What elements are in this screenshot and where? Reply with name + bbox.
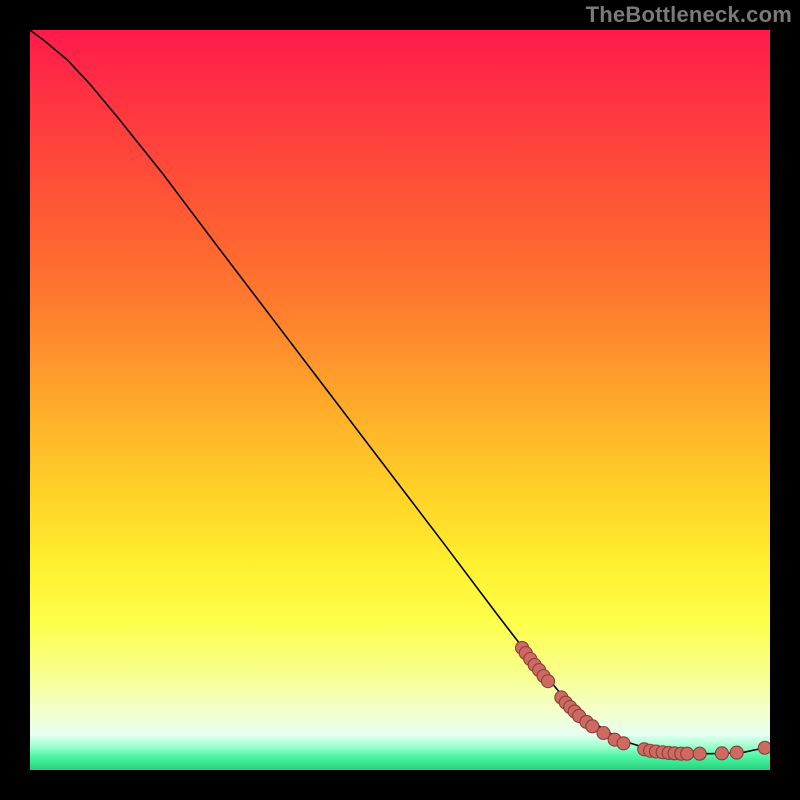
chart-overlay <box>30 30 770 770</box>
chart-container: TheBottleneck.com <box>0 0 800 800</box>
data-marker <box>617 737 630 750</box>
data-marker <box>693 747 706 760</box>
plot-area <box>30 30 770 770</box>
data-marker <box>542 675 555 688</box>
bottleneck-curve <box>30 30 765 754</box>
data-marker <box>758 741 770 754</box>
data-marker <box>730 746 743 759</box>
data-markers <box>516 641 770 760</box>
data-marker <box>715 747 728 760</box>
watermark-text: TheBottleneck.com <box>586 2 792 28</box>
data-marker <box>681 747 694 760</box>
